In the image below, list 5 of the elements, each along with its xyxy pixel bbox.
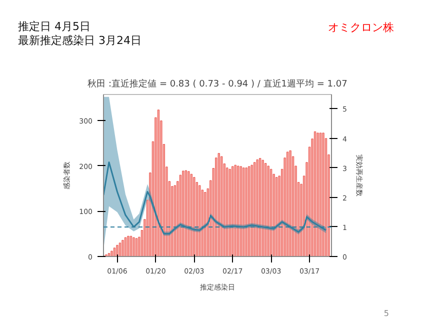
text: オミクロン株 (328, 20, 394, 36)
text: 5 (384, 309, 389, 318)
text: 最新推定感染日 3月24日 (18, 34, 142, 47)
chart-title: 秋田 :直近推定値 = 0.83 ( 0.73 - 0.94 ) / 直近1週平均 = 1.07 (88, 78, 348, 90)
text: 推定日 4月5日 (18, 20, 90, 33)
